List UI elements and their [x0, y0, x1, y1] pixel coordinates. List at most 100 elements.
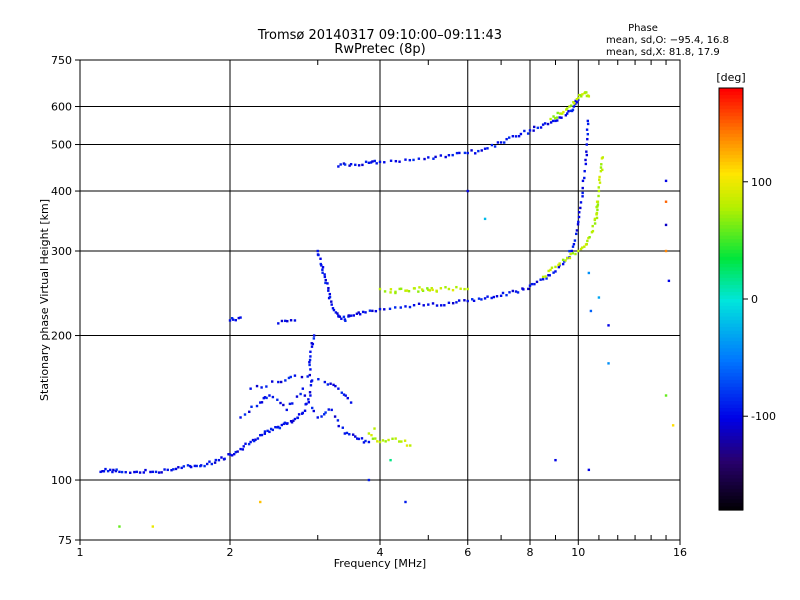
data-point-o — [324, 281, 327, 285]
data-point-o — [543, 122, 547, 125]
colorbar-segment — [719, 358, 743, 363]
data-point-x — [596, 205, 599, 208]
colorbar-segment — [719, 98, 743, 103]
data-point-x — [597, 189, 601, 193]
data-point-o — [269, 427, 273, 431]
data-point-o — [541, 123, 545, 126]
data-point-o — [323, 380, 327, 384]
data-point-o — [568, 249, 571, 253]
data-point-x — [596, 203, 600, 206]
data-point-o — [208, 460, 211, 463]
data-point-x — [564, 259, 567, 262]
colorbar-segment — [719, 91, 743, 96]
data-point-o — [308, 361, 311, 364]
data-point-o — [440, 304, 443, 307]
data-point-o — [293, 319, 297, 322]
data-point-o — [278, 426, 282, 430]
data-point-x — [547, 269, 550, 273]
colorbar-segment — [719, 478, 743, 483]
colorbar-tick-label: 100 — [751, 176, 772, 189]
data-point-o — [333, 415, 337, 418]
data-point-o — [327, 286, 330, 290]
data-point-x — [405, 289, 409, 292]
data-point-o — [231, 318, 235, 321]
data-point-o — [578, 211, 581, 214]
data-point-o — [295, 395, 299, 398]
colorbar-segment — [719, 481, 743, 486]
data-point-o — [558, 116, 561, 119]
data-point-o — [532, 125, 536, 129]
y-tick-label: 100 — [51, 474, 72, 487]
data-point-o — [499, 141, 503, 144]
data-point-o — [354, 163, 357, 167]
data-point-o — [120, 470, 124, 474]
data-point-o — [338, 315, 342, 318]
data-point-o — [309, 368, 312, 371]
data-point-scattered — [483, 217, 487, 221]
data-point-x — [587, 236, 590, 240]
data-point-x — [417, 290, 420, 293]
data-point-scattered — [667, 279, 671, 283]
colorbar-segment — [719, 214, 743, 219]
data-point-o — [230, 454, 234, 457]
plot-frame — [79, 59, 681, 541]
data-point-x — [376, 440, 379, 443]
data-point-o — [124, 470, 127, 474]
colorbar-segment — [719, 460, 743, 465]
data-point-x — [599, 169, 603, 173]
data-point-o — [234, 318, 237, 322]
data-point-o — [427, 303, 430, 306]
data-point-o — [271, 380, 274, 383]
data-point-o — [581, 179, 585, 183]
data-point-x — [553, 116, 557, 120]
data-point-o — [328, 292, 332, 296]
data-point-o — [189, 465, 193, 469]
colorbar-tick-label: -100 — [751, 410, 776, 423]
data-point-o — [99, 470, 102, 474]
data-point-o — [289, 375, 292, 379]
data-point-o — [330, 300, 333, 303]
data-point-o — [470, 149, 473, 152]
data-point-o — [228, 453, 232, 456]
data-point-o — [583, 169, 586, 173]
data-point-o — [227, 453, 230, 456]
data-point-o — [138, 471, 142, 474]
data-point-o — [346, 396, 349, 400]
data-point-x — [407, 289, 411, 293]
data-point-o — [292, 419, 295, 422]
data-point-o — [308, 391, 312, 394]
data-point-o — [371, 160, 374, 163]
axes: 1 2 4 6 8 10 16 75 100 200 300 400 500 600 750 — [51, 54, 687, 559]
data-point-x — [601, 156, 605, 159]
data-point-o — [349, 401, 353, 404]
colorbar-segment — [719, 130, 743, 135]
data-point-o — [232, 452, 236, 456]
data-point-o — [539, 278, 542, 281]
data-point-o — [526, 132, 530, 135]
colorbar-segment — [719, 386, 743, 392]
data-point-o — [417, 302, 421, 305]
data-point-o — [327, 289, 330, 292]
data-point-o — [309, 394, 312, 397]
data-point-o — [586, 122, 590, 126]
data-point-x — [584, 91, 587, 94]
data-point-o — [336, 312, 339, 315]
colorbar-segment — [719, 88, 743, 93]
data-point-x — [561, 112, 564, 115]
data-point-o — [399, 306, 402, 309]
colorbar-segment — [719, 464, 743, 469]
data-point-o — [220, 456, 223, 459]
data-point-o — [244, 442, 247, 445]
stats-line-x: mean, sd,X: 81.8, 17.9 — [606, 47, 720, 58]
data-point-o — [575, 101, 579, 104]
data-point-o — [383, 308, 386, 311]
data-point-x — [455, 285, 458, 289]
x-tick-label: 10 — [571, 546, 585, 559]
data-point-o — [260, 401, 264, 404]
data-point-o — [584, 158, 587, 162]
data-point-o — [166, 468, 169, 472]
data-point-o — [389, 159, 393, 162]
colorbar-segment — [719, 186, 743, 191]
colorbar-segment — [719, 390, 743, 395]
